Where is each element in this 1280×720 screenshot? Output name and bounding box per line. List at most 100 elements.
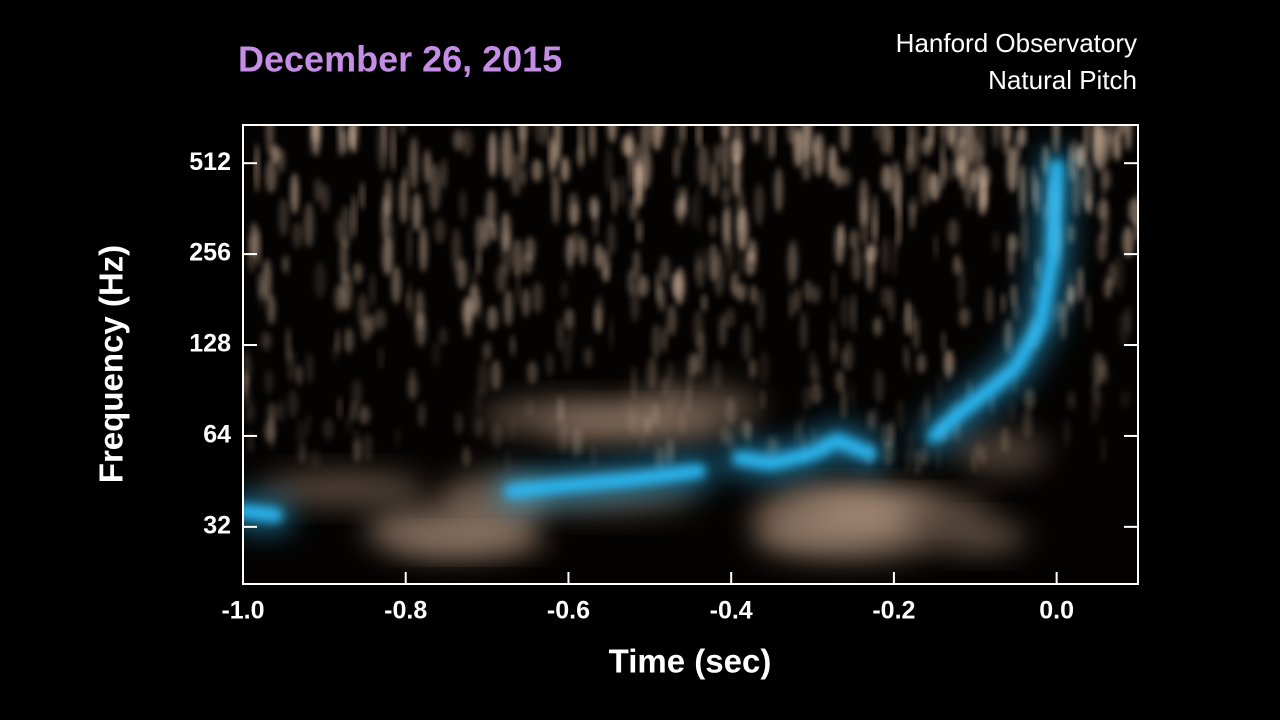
noise-streak [486,305,498,331]
noise-streak [254,143,260,193]
noise-streak [522,287,530,318]
noise-streak [363,433,373,461]
noise-streak [709,215,717,237]
noise-streak [1063,419,1071,448]
noise-streak [399,125,406,135]
noise-streak [454,412,463,436]
noise-streak [277,399,285,422]
noise-streak [640,125,652,151]
noise-streak [750,284,757,305]
noise-streak [456,257,468,290]
signal-layer [243,149,1074,533]
noise-streak [920,164,930,207]
noise-streak [476,250,482,275]
noise-streak [510,334,516,357]
noise-streak [563,336,572,373]
noise-streak [634,159,641,209]
noise-streak [670,382,682,403]
noise-streak [737,242,742,283]
noise-streak [612,177,617,216]
noise-streak [394,428,401,448]
noise-streak [730,139,743,165]
noise-streak [265,415,277,443]
noise-streak [459,189,467,220]
noise-streak [867,409,875,432]
noise-streak [337,396,342,420]
noise-streak [916,353,927,374]
noise-streak [740,419,752,439]
noise-haze [779,483,944,517]
noise-streak [1018,125,1027,148]
noise-streak [627,400,634,432]
noise-streak [519,125,526,167]
noise-streak [888,126,893,157]
noise-streak [245,400,255,424]
noise-streak [835,165,843,188]
noise-streak [693,309,704,350]
noise-streak [285,327,291,363]
noise-streak [811,285,821,304]
noise-streak [896,399,905,431]
noise-streak [978,165,991,188]
noise-streak [873,316,882,337]
noise-streak [461,129,473,157]
noise-streak [243,347,250,384]
noise-streak [801,153,811,182]
noise-streak [665,393,674,417]
subtitle: Hanford Observatory [896,28,1137,58]
noise-streak [701,293,708,312]
y-tick-label: 32 [203,511,231,539]
noise-streak [709,162,719,198]
noise-streak [423,149,432,184]
noise-streak [409,136,419,190]
noise-streak [477,360,490,397]
noise-streak [957,263,966,307]
noise-streak [636,274,649,298]
noise-streak [1102,168,1112,191]
noise-streak [849,382,856,409]
noise-streak [607,125,617,144]
noise-streak [1122,225,1135,258]
noise-streak [305,352,314,384]
y-tick-label: 512 [189,148,231,176]
noise-streak [1008,234,1020,253]
noise-streak [382,236,394,276]
noise-streak [270,144,281,164]
noise-streak [658,283,666,312]
noise-haze [927,519,1027,554]
noise-streak [583,346,593,367]
noise-streak [290,172,299,215]
noise-streak [801,125,813,161]
noise-streak [992,230,1000,253]
noise-streak [1067,391,1076,410]
noise-streak [265,159,277,194]
noise-streak [907,195,919,216]
noise-streak [260,331,272,351]
noise-streak [758,350,770,384]
noise-streak [810,364,820,391]
noise-streak [525,399,535,418]
noise-streak [399,177,408,224]
noise-streak [335,328,340,355]
noise-streak [1118,311,1130,347]
noise-streak [257,271,264,301]
noise-streak [489,220,497,242]
noise-streak [658,125,666,139]
noise-streak [374,308,387,330]
noise-streak [953,254,961,275]
noise-streak [840,167,851,187]
noise-streak [844,341,854,372]
noise-streak [1021,214,1028,262]
noise-streak [377,125,389,172]
noise-streak [534,125,546,146]
noise-streak [296,420,307,449]
noise-streak [412,192,422,232]
noise-streak [526,361,538,385]
noise-streak [725,396,736,427]
noise-streak [694,184,701,233]
noise-streak [265,125,274,155]
noise-streak [287,389,298,419]
noise-streak [713,252,725,297]
noise-streak [800,311,808,351]
noise-streak [557,318,564,352]
